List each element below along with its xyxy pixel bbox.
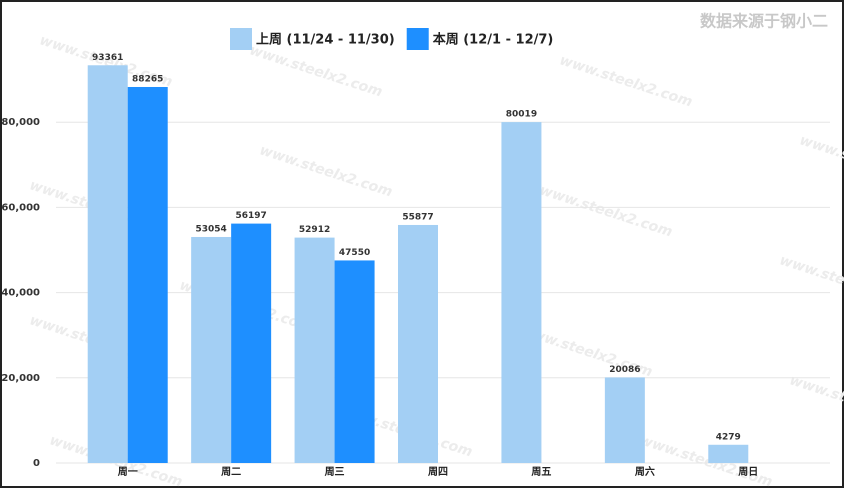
value-label: 47550 (339, 248, 370, 258)
value-label: 88265 (132, 74, 163, 84)
x-tick-label: 周五 (531, 466, 551, 478)
bar (231, 223, 272, 463)
source-note: 数据来源于钢小二 (700, 12, 828, 31)
bar (87, 65, 128, 464)
bar (294, 237, 335, 463)
bar (398, 224, 438, 463)
bar (191, 236, 232, 463)
y-tick-label: 0 (33, 458, 40, 469)
x-tick-label: 周日 (738, 466, 758, 478)
x-tick-label: 周二 (221, 466, 241, 478)
value-label: 80019 (506, 110, 537, 120)
bar (127, 86, 168, 464)
y-tick-label: 60,000 (1, 202, 40, 213)
legend-swatch (406, 28, 429, 50)
y-tick-label: 80,000 (1, 117, 40, 128)
bar (604, 377, 645, 463)
y-tick-label: 20,000 (1, 373, 40, 384)
value-label: 52912 (299, 225, 330, 235)
x-tick-label: 周三 (325, 466, 345, 478)
bar (708, 444, 749, 463)
x-tick-label: 周四 (428, 466, 448, 478)
bar (334, 260, 375, 463)
x-tick-label: 周六 (635, 465, 655, 478)
legend-label: 上周 (11/24 - 11/30) (256, 33, 395, 48)
value-label: 56197 (235, 211, 266, 221)
value-label: 4279 (716, 432, 741, 442)
value-label: 20086 (609, 365, 640, 375)
bar (501, 122, 542, 464)
value-label: 55877 (402, 212, 433, 222)
value-label: 93361 (92, 53, 123, 63)
y-tick-label: 40,000 (1, 288, 40, 299)
legend-label: 本周 (12/1 - 12/7) (433, 32, 554, 48)
x-tick-label: 周一 (118, 466, 138, 478)
value-label: 53054 (195, 224, 226, 234)
legend-swatch (230, 28, 252, 50)
